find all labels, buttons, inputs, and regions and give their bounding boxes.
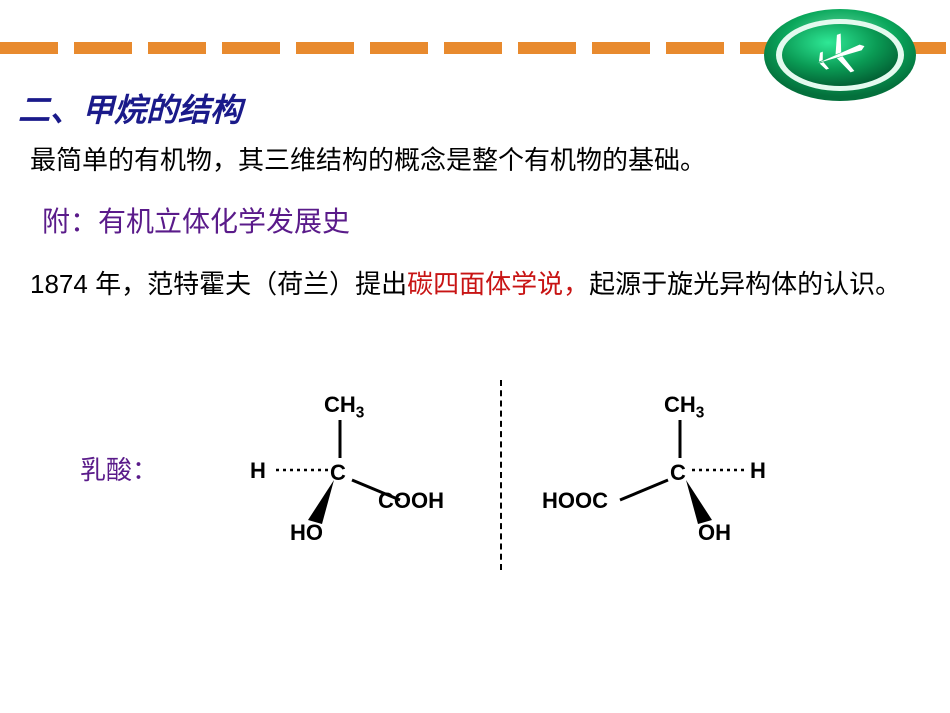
history-highlight: 碳四面体学说，	[407, 269, 589, 299]
molecule-left: C CH3 H COOH HO	[220, 380, 470, 570]
lactic-acid-label: 乳酸：	[80, 450, 158, 487]
atom-ho: HO	[290, 520, 323, 546]
atom-oh: OH	[698, 520, 731, 546]
atom-ch3: CH3	[664, 392, 704, 422]
atom-c: C	[330, 460, 346, 486]
history-post: 起源于旋光异构体的认识。	[589, 269, 901, 299]
atom-h: H	[250, 458, 266, 484]
atom-hooc: HOOC	[542, 488, 608, 514]
appendix-title: 附：有机立体化学发展史	[42, 200, 350, 240]
history-text: 1874 年，范特霍夫（荷兰）提出碳四面体学说，起源于旋光异构体的认识。	[30, 265, 910, 304]
molecule-right: C CH3 H HOOC OH	[560, 380, 810, 570]
lactic-acid-structures: C CH3 H COOH HO C CH3 H HOOC OH	[200, 380, 900, 600]
plane-badge	[760, 5, 920, 105]
mirror-line	[500, 380, 502, 570]
atom-c: C	[670, 460, 686, 486]
history-pre: 1874 年，范特霍夫（荷兰）提出	[30, 269, 407, 299]
atom-cooh: COOH	[378, 488, 444, 514]
atom-ch3: CH3	[324, 392, 364, 422]
atom-h: H	[750, 458, 766, 484]
section-title: 二、甲烷的结构	[18, 85, 242, 131]
intro-text: 最简单的有机物，其三维结构的概念是整个有机物的基础。	[30, 140, 706, 177]
